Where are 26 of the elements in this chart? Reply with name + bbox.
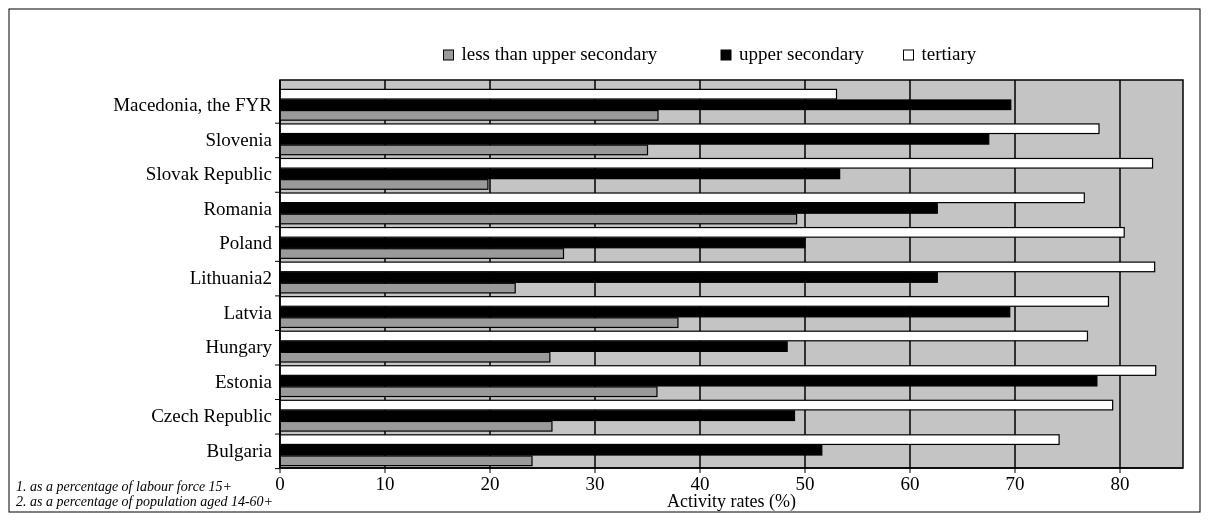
x-tick-label: 40 bbox=[690, 473, 710, 494]
x-tick-label: 20 bbox=[480, 473, 500, 494]
y-tick-label: Lithuania2 bbox=[189, 267, 272, 288]
legend-label: upper secondary bbox=[739, 43, 865, 64]
legend-label: less than upper secondary bbox=[461, 43, 658, 64]
x-tick-label: 80 bbox=[1110, 473, 1130, 494]
y-tick-label: Estonia bbox=[215, 370, 273, 392]
x-tick-label: 10 bbox=[375, 473, 395, 494]
x-tick-label: 50 bbox=[795, 473, 815, 494]
y-tick-label: Bulgaria bbox=[206, 439, 273, 461]
y-tick-label: Latvia bbox=[223, 301, 273, 323]
text: 1. as a percentage of labour force 15+ bbox=[16, 479, 233, 494]
y-tick-label: Romania bbox=[203, 197, 273, 219]
legend-label: tertiary bbox=[921, 43, 977, 64]
x-tick-label: 30 bbox=[585, 473, 605, 494]
x-axis-title: Activity rates (%) bbox=[667, 491, 796, 512]
y-tick-label: Slovenia bbox=[205, 128, 273, 150]
y-tick-label: Poland bbox=[219, 232, 273, 254]
y-tick-label: Hungary bbox=[205, 336, 273, 358]
y-tick-label: Czech Republic bbox=[151, 405, 272, 427]
y-tick-label: Slovak Republic bbox=[145, 163, 272, 185]
y-tick-label: Macedonia, the FYR bbox=[113, 94, 273, 116]
text: 2. as a percentage of population aged 14-60+ bbox=[16, 494, 274, 509]
x-tick-label: 60 bbox=[900, 473, 920, 494]
x-tick-label: 70 bbox=[1005, 473, 1025, 494]
x-tick-label: 0 bbox=[275, 473, 285, 494]
